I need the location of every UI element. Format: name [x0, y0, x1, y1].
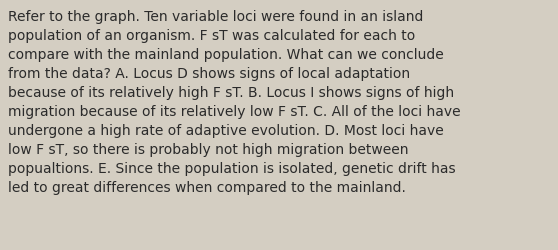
Text: Refer to the graph. Ten variable loci were found in an island
population of an o: Refer to the graph. Ten variable loci we…: [8, 10, 461, 194]
